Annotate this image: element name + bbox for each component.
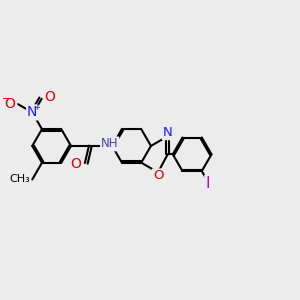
Text: N: N bbox=[27, 105, 38, 119]
Text: O: O bbox=[45, 90, 56, 104]
Text: O: O bbox=[4, 97, 15, 111]
Text: O: O bbox=[70, 158, 81, 171]
Text: I: I bbox=[206, 176, 210, 190]
Text: −: − bbox=[2, 94, 11, 104]
Text: O: O bbox=[153, 169, 163, 182]
Text: +: + bbox=[33, 103, 40, 112]
Text: N: N bbox=[163, 126, 172, 139]
Text: CH₃: CH₃ bbox=[10, 174, 30, 184]
Text: NH: NH bbox=[101, 137, 119, 150]
